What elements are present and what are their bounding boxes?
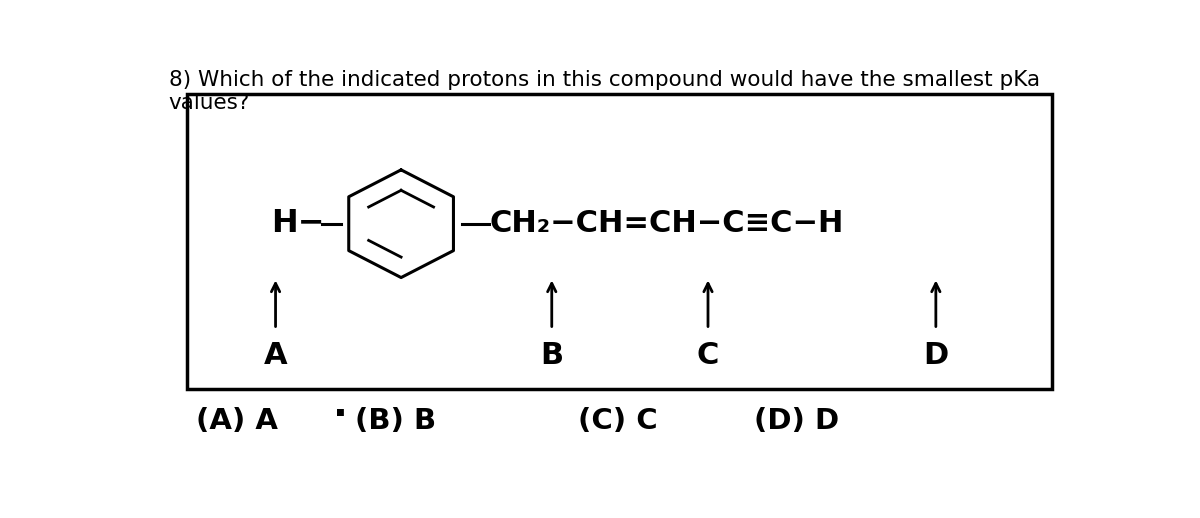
Text: A: A bbox=[264, 341, 287, 370]
Text: (C) C: (C) C bbox=[578, 407, 658, 435]
FancyBboxPatch shape bbox=[187, 94, 1052, 389]
Text: H−: H− bbox=[271, 208, 324, 239]
Text: C: C bbox=[697, 341, 719, 370]
Text: (A) A: (A) A bbox=[197, 407, 278, 435]
Text: B: B bbox=[540, 341, 563, 370]
Text: ·: · bbox=[334, 396, 348, 434]
Text: 8) Which of the indicated protons in this compound would have the smallest pKa
v: 8) Which of the indicated protons in thi… bbox=[168, 70, 1039, 113]
Text: CH₂−CH=CH−C≡C−H: CH₂−CH=CH−C≡C−H bbox=[490, 209, 844, 238]
Text: (B) B: (B) B bbox=[355, 407, 436, 435]
Text: D: D bbox=[923, 341, 948, 370]
Text: (D) D: (D) D bbox=[755, 407, 840, 435]
